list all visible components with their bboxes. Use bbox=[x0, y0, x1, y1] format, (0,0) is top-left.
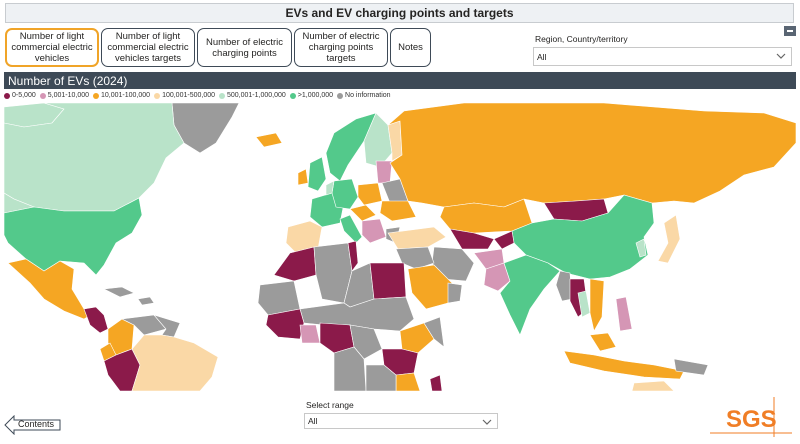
legend-item: 5,001-10,000 bbox=[39, 92, 90, 99]
country-shape[interactable] bbox=[615, 296, 633, 332]
tab-charging-targets[interactable]: Number of electric charging points targe… bbox=[294, 28, 388, 67]
legend-dot bbox=[93, 92, 100, 99]
logo-text: SGS bbox=[726, 406, 777, 433]
country-shape[interactable] bbox=[349, 324, 383, 360]
sgs-logo-mark: SGS bbox=[710, 397, 792, 437]
range-filter-dropdown[interactable]: All bbox=[304, 413, 498, 429]
section-header: Number of EVs (2024) bbox=[4, 72, 796, 89]
tab-lcv-targets[interactable]: Number of light commercial electric vehi… bbox=[101, 28, 195, 67]
country-shape[interactable] bbox=[333, 346, 367, 391]
region-filter-label: Region, Country/territory bbox=[535, 34, 628, 44]
legend-item: >1,000,000 bbox=[289, 92, 334, 99]
country-shape[interactable] bbox=[483, 262, 511, 292]
country-shape[interactable] bbox=[325, 112, 377, 182]
country-shape[interactable] bbox=[131, 334, 219, 391]
country-shape[interactable] bbox=[365, 364, 397, 391]
legend-label: No information bbox=[345, 92, 391, 99]
country-shape[interactable] bbox=[255, 132, 283, 148]
report-title: EVs and EV charging points and targets bbox=[5, 3, 794, 23]
chevron-down-icon bbox=[776, 53, 786, 59]
country-shape[interactable] bbox=[137, 296, 155, 306]
country-shape[interactable] bbox=[297, 168, 309, 186]
country-shape[interactable] bbox=[555, 270, 573, 302]
legend-label: >1,000,000 bbox=[297, 92, 334, 99]
map-legend: 0-5,000 5,001-10,000 10,001-100,000 100,… bbox=[4, 92, 391, 99]
country-shape[interactable] bbox=[265, 308, 305, 340]
country-shape[interactable] bbox=[423, 316, 445, 348]
country-shape[interactable] bbox=[4, 197, 143, 276]
legend-item: 100,001-500,000 bbox=[154, 92, 215, 99]
tab-notes[interactable]: Notes bbox=[390, 28, 431, 67]
legend-label: 10,001-100,000 bbox=[101, 92, 151, 99]
legend-dot bbox=[154, 92, 161, 99]
country-shape[interactable] bbox=[120, 314, 167, 336]
world-choropleth-map[interactable] bbox=[4, 103, 796, 391]
region-filter-dropdown[interactable]: All bbox=[533, 47, 792, 66]
range-filter-value: All bbox=[308, 416, 318, 426]
legend-label: 100,001-500,000 bbox=[162, 92, 215, 99]
legend-dot bbox=[39, 92, 46, 99]
country-shape[interactable] bbox=[449, 228, 495, 250]
country-shape[interactable] bbox=[399, 322, 435, 354]
country-shape[interactable] bbox=[379, 200, 417, 222]
country-shape[interactable] bbox=[307, 156, 327, 192]
country-shape[interactable] bbox=[375, 160, 393, 184]
tab-charging-points[interactable]: Number of electric charging points bbox=[197, 28, 292, 67]
country-shape[interactable] bbox=[349, 204, 377, 222]
country-shape[interactable] bbox=[657, 214, 681, 264]
back-button-label: Contents bbox=[18, 419, 55, 429]
legend-dot bbox=[219, 92, 225, 99]
country-shape[interactable] bbox=[369, 262, 407, 300]
legend-item: 500,001-1,000,000 bbox=[219, 92, 286, 99]
region-filter-value: All bbox=[537, 51, 547, 62]
sgs-logo: SGS bbox=[708, 393, 794, 439]
legend-dot bbox=[4, 92, 10, 99]
country-shape[interactable] bbox=[635, 238, 647, 258]
section-title: Number of EVs (2024) bbox=[8, 73, 128, 88]
country-shape[interactable] bbox=[589, 332, 617, 352]
legend-dot bbox=[337, 92, 344, 99]
range-filter-label: Select range bbox=[306, 400, 354, 410]
tab-lcv-count[interactable]: Number of light commercial electric vehi… bbox=[5, 28, 99, 67]
legend-label: 5,001-10,000 bbox=[47, 92, 90, 99]
country-shape[interactable] bbox=[387, 226, 447, 250]
country-shape[interactable] bbox=[563, 350, 685, 380]
collapse-button[interactable] bbox=[784, 26, 796, 36]
legend-dot bbox=[289, 92, 296, 99]
arrow-left-icon bbox=[4, 415, 61, 435]
country-shape[interactable] bbox=[429, 374, 443, 391]
country-shape[interactable] bbox=[347, 240, 359, 272]
country-shape[interactable] bbox=[499, 254, 561, 336]
legend-label: 0-5,000 bbox=[12, 92, 36, 99]
chevron-down-icon bbox=[482, 419, 492, 425]
country-shape[interactable] bbox=[273, 246, 317, 282]
country-shape[interactable] bbox=[447, 282, 463, 304]
country-shape[interactable] bbox=[102, 286, 135, 298]
country-shape[interactable] bbox=[631, 380, 675, 391]
legend-item: 0-5,000 bbox=[4, 92, 36, 99]
back-to-contents-button[interactable]: Contents bbox=[4, 415, 62, 435]
legend-item: 10,001-100,000 bbox=[93, 92, 150, 99]
country-shape[interactable] bbox=[357, 182, 383, 206]
country-shape[interactable] bbox=[325, 180, 335, 196]
country-shape[interactable] bbox=[673, 358, 709, 376]
country-shape[interactable] bbox=[361, 218, 387, 244]
country-shape[interactable] bbox=[395, 246, 435, 270]
legend-label: 500,001-1,000,000 bbox=[227, 92, 286, 99]
country-shape[interactable] bbox=[339, 214, 363, 244]
country-shape[interactable] bbox=[589, 278, 605, 332]
country-shape[interactable] bbox=[493, 230, 515, 250]
legend-item: No information bbox=[337, 92, 391, 99]
